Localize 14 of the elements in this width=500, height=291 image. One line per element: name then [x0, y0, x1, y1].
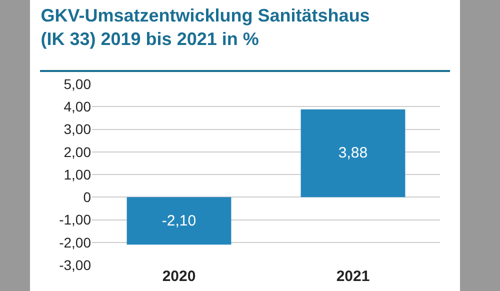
y-tick-label: 4,00 [64, 98, 92, 115]
chart-title: GKV-Umsatzentwicklung Sanitätshaus (IK 33) 2019 bis 2021 in % [40, 6, 370, 49]
x-tick-label: 2021 [336, 268, 370, 285]
y-tick-label: 2,00 [64, 144, 92, 160]
y-tick-label: -3,00 [59, 256, 92, 273]
y-tick-label: 3,00 [64, 121, 92, 138]
y-tick-label: 5,00 [64, 76, 92, 92]
data-label: 3,88 [338, 144, 368, 162]
y-tick-label: -2,00 [59, 234, 92, 250]
data-label: -2,10 [162, 212, 196, 230]
y-tick-label: 1,00 [64, 166, 92, 182]
x-tick-label: 2020 [162, 268, 196, 285]
y-tick-label: -1,00 [59, 212, 92, 228]
y-tick-label: 0 [83, 189, 92, 206]
